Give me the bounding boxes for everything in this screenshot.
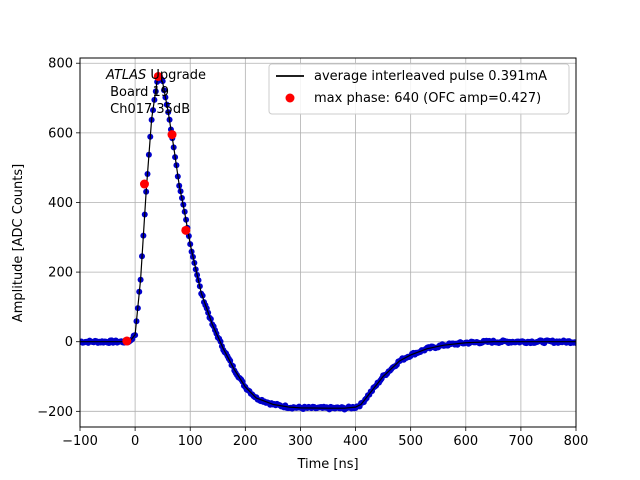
x-tick-label: 0 <box>131 434 139 449</box>
max-phase-point <box>153 71 163 81</box>
x-axis-ticks: −100 0 100 200 300 400 500 600 700 800 <box>62 427 588 449</box>
y-axis-ticks: −200 0 200 400 600 800 <box>37 57 80 420</box>
x-axis-title: Time [ns] <box>296 457 358 472</box>
y-tick-label: 800 <box>48 57 73 72</box>
x-tick-label: 600 <box>453 434 478 449</box>
annotation-line-2: Board 19 <box>106 85 169 100</box>
x-tick-label: 300 <box>288 434 313 449</box>
atlas-annotation: ATLAS Upgrade Board 19 Ch017 35dB <box>105 68 206 117</box>
legend: average interleaved pulse 0.391mA max ph… <box>268 63 570 115</box>
annotation-upgrade: Upgrade <box>146 68 206 83</box>
max-phase-point <box>139 179 149 189</box>
y-tick-label: 0 <box>65 335 73 350</box>
annotation-line-3: Ch017 35dB <box>106 102 190 117</box>
x-tick-label: 700 <box>508 434 533 449</box>
series-clip-group <box>80 71 576 413</box>
legend-label-max-phase: max phase: 640 (OFC amp=0.427) <box>314 91 541 106</box>
y-tick-label: 600 <box>48 126 73 141</box>
y-tick-label: 200 <box>48 266 73 281</box>
y-tick-label: 400 <box>48 196 73 211</box>
legend-marker-swatch <box>285 93 295 103</box>
series-layer <box>80 71 576 413</box>
max-phase-point <box>181 225 191 235</box>
max-phase-point <box>167 130 177 140</box>
annotation-line-1: ATLAS Upgrade <box>105 68 206 83</box>
legend-label-average-pulse: average interleaved pulse 0.391mA <box>314 69 547 84</box>
x-tick-label: 400 <box>343 434 368 449</box>
x-tick-label: 100 <box>178 434 203 449</box>
max-phase-point <box>122 336 132 346</box>
x-tick-label: 200 <box>233 434 258 449</box>
x-tick-label: 500 <box>398 434 423 449</box>
average-pulse-line <box>80 75 576 409</box>
x-tick-label: −100 <box>62 434 98 449</box>
y-axis-title: Amplitude [ADC Counts] <box>11 164 26 322</box>
legend-box <box>268 63 570 115</box>
annotation-atlas: ATLAS <box>105 68 146 83</box>
x-tick-label: 800 <box>564 434 589 449</box>
y-tick-label: −200 <box>37 405 73 420</box>
plot-frame <box>79 57 577 428</box>
